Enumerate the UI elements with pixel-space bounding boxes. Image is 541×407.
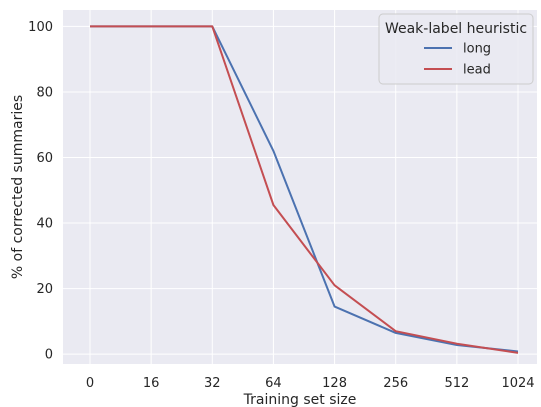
y-tick-label: 40	[36, 217, 53, 232]
x-axis-label: Training set size	[243, 392, 357, 407]
x-tick-label: 128	[322, 376, 347, 391]
x-tick-labels: 0 16 32 64 128 256 512 1024	[86, 376, 535, 391]
series-line-lead	[90, 25, 519, 354]
x-tick-label: 32	[204, 376, 221, 391]
y-axis-label: % of corrected summaries	[10, 95, 26, 279]
x-tick-label: 256	[383, 376, 408, 391]
y-tick-label: 60	[36, 151, 53, 166]
x-tick-label: 1024	[501, 376, 534, 391]
y-tick-label: 0	[45, 348, 53, 363]
x-tick-label: 512	[444, 376, 469, 391]
y-tick-labels: 0 20 40 60 80 100	[28, 20, 53, 363]
legend-label-lead: lead	[463, 63, 491, 78]
x-tick-label: 64	[265, 376, 282, 391]
y-tick-label: 20	[36, 282, 53, 297]
legend: Weak-label heuristic long lead	[378, 13, 534, 85]
y-tick-label: 100	[28, 20, 53, 35]
series-lines	[90, 25, 519, 354]
legend-box	[378, 13, 534, 85]
x-tick-label: 0	[86, 376, 94, 391]
y-tick-label: 80	[36, 85, 53, 100]
legend-label-long: long	[463, 42, 491, 57]
x-tick-label: 16	[143, 376, 160, 391]
legend-items: long lead	[424, 42, 491, 78]
legend-title: Weak-label heuristic	[385, 21, 527, 37]
